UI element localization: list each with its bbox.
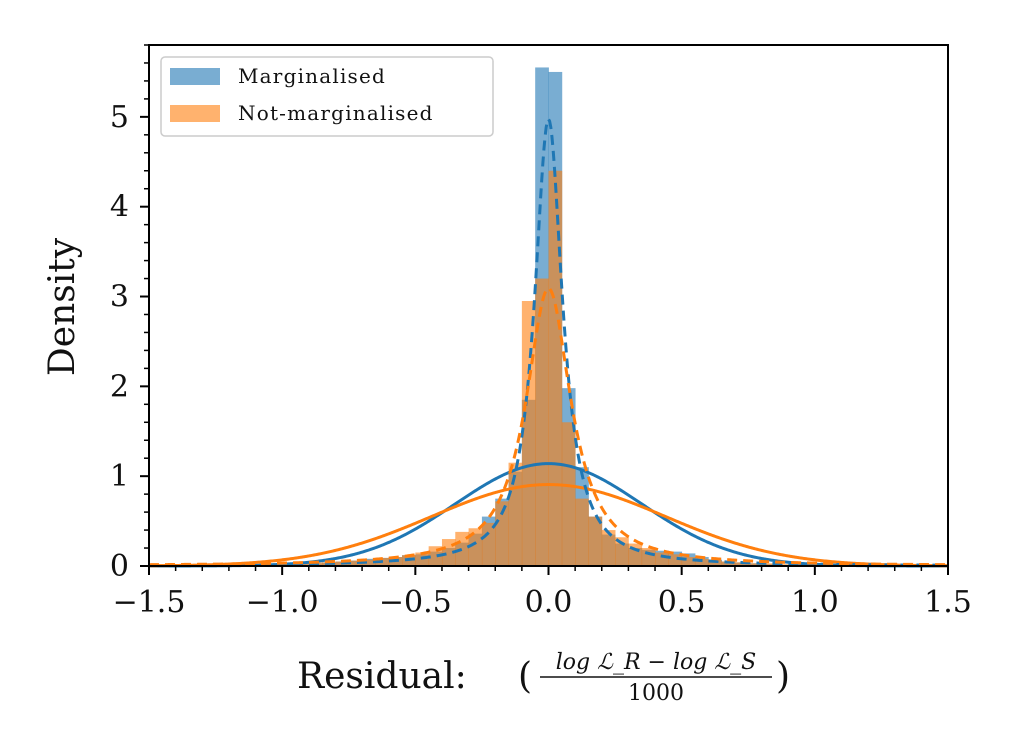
x-tick-label: 0.0	[525, 585, 573, 620]
x-axis-title-right-paren: )	[776, 656, 790, 697]
y-axis-title: Density	[42, 237, 83, 376]
not-marginalised-gaussian-fit-line	[148, 483, 949, 568]
not-marginalised-bar	[708, 560, 723, 566]
x-axis-ticks: −1.5 −1.0 −0.5 0.0 0.5 1.0 1.5	[113, 566, 972, 620]
legend-swatch-not-marginalised	[170, 105, 220, 122]
x-tick-label: −1.0	[246, 585, 319, 620]
y-tick-label: 5	[110, 100, 129, 135]
not-marginalised-bar	[601, 530, 616, 566]
not-marginalised-bars	[149, 170, 949, 566]
not-marginalised-bar	[748, 563, 762, 566]
not-marginalised-bar	[561, 422, 576, 566]
not-marginalised-bar	[535, 278, 549, 566]
y-tick-label: 0	[110, 549, 129, 584]
not-marginalised-bar	[428, 546, 443, 566]
not-marginalised-bar	[455, 531, 469, 566]
y-tick-label: 3	[110, 280, 129, 315]
x-axis-title-denominator: 1000	[628, 681, 684, 706]
not-marginalised-bar	[615, 537, 629, 566]
not-marginalised-bar	[694, 558, 709, 566]
y-axis-ticks: 0 1 2 3 4 5	[110, 44, 149, 584]
x-tick-label: 1.0	[791, 585, 839, 620]
legend-label-not-marginalised: Not-marginalised	[238, 101, 434, 125]
not-marginalised-bar	[761, 563, 776, 566]
not-marginalised-bar	[668, 554, 683, 566]
not-marginalised-bar	[721, 561, 736, 566]
not-marginalised-bar	[575, 498, 589, 566]
x-axis-title-numerator: log ℒ_R − log ℒ_S	[556, 650, 756, 675]
y-tick-label: 1	[110, 459, 129, 494]
x-tick-label: −1.5	[113, 585, 186, 620]
not-marginalised-bar	[468, 528, 483, 566]
not-marginalised-bar	[521, 301, 536, 566]
legend-box	[160, 56, 494, 137]
not-marginalised-bar	[481, 522, 496, 566]
not-marginalised-bar	[548, 170, 563, 566]
legend-swatch-marginalised	[170, 68, 220, 85]
not-marginalised-bar	[495, 501, 509, 566]
not-marginalised-bar	[734, 562, 749, 566]
legend-label-marginalised: Marginalised	[238, 64, 386, 88]
legend: Marginalised Not-marginalised	[160, 56, 494, 137]
not-marginalised-bar	[588, 516, 603, 566]
not-marginalised-bar	[348, 560, 363, 566]
not-marginalised-bar	[681, 557, 696, 566]
fit-curves	[148, 117, 949, 568]
not-marginalised-cauchy-fit-line	[148, 286, 949, 567]
x-tick-label: 1.5	[924, 585, 972, 620]
not-marginalised-bar	[641, 548, 656, 566]
not-marginalised-bar	[362, 559, 376, 566]
y-tick-label: 2	[110, 369, 129, 404]
y-tick-label: 4	[110, 190, 129, 225]
x-axis-title-left-paren: (	[518, 656, 532, 697]
x-tick-label: −0.5	[379, 585, 452, 620]
x-axis-title: Residual: ( log ℒ_R − log ℒ_S 1000 )	[297, 650, 790, 706]
x-axis-title-main: Residual:	[297, 656, 467, 697]
not-marginalised-bar	[655, 552, 669, 566]
x-tick-label: 0.5	[658, 585, 706, 620]
